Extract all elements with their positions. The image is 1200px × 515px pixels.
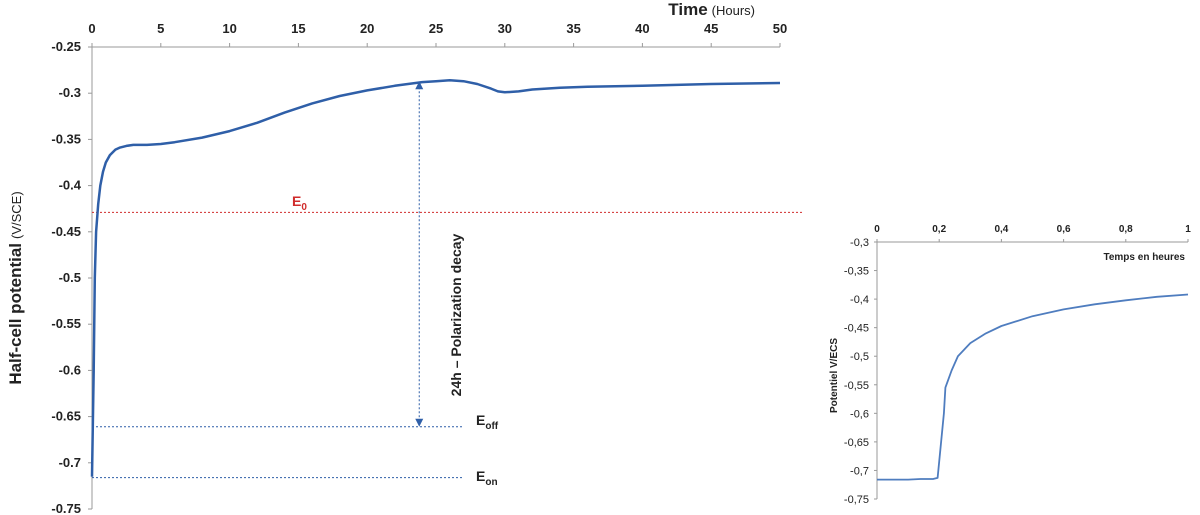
x-tick-label: 30	[498, 21, 512, 36]
inset-y-tick-label: -0,45	[844, 323, 869, 335]
reference-line-label: E0	[292, 193, 307, 213]
reference-label-subscript: 0	[301, 202, 307, 213]
inset-y-tick-label: -0,35	[844, 266, 869, 278]
y-tick-label: -0.25	[51, 39, 81, 54]
y-tick-label: -0.55	[51, 316, 81, 331]
inset-series-line	[877, 293, 1189, 481]
y-tick-label: -0.75	[51, 501, 81, 515]
y-tick-label: -0.45	[51, 224, 81, 239]
x-tick-label: 45	[704, 21, 718, 36]
y-tick-label: -0.35	[51, 131, 81, 146]
y-tick-label: -0.3	[59, 85, 81, 100]
y-tick-label: -0.7	[59, 455, 81, 470]
y-tick-label: -0.6	[59, 362, 81, 377]
x-tick-label: 50	[773, 21, 787, 36]
reference-label-e: E	[476, 468, 485, 484]
reference-line-label: Eon	[476, 468, 498, 488]
y-axis-title-unit: (V/SCE)	[9, 191, 24, 239]
inset-x-tick-label: 0,8	[1119, 224, 1133, 235]
inset-x-axis-title: Temps en heures	[1103, 252, 1185, 263]
x-tick-label: 15	[291, 21, 305, 36]
decay-arrow-head-bottom	[415, 418, 424, 427]
inset-y-tick-label: -0,5	[850, 351, 869, 363]
y-tick-label: -0.65	[51, 409, 81, 424]
inset-x-tick-label: 0,6	[1057, 224, 1071, 235]
x-tick-label: 40	[635, 21, 649, 36]
reference-line-label: Eoff	[476, 412, 499, 432]
potential-series-line	[90, 79, 781, 477]
inset-x-tick-label: 0,2	[932, 224, 946, 235]
inset-y-tick-label: -0,75	[844, 494, 869, 506]
inset-y-tick-label: -0,6	[850, 408, 869, 420]
inset-y-tick-label: -0,65	[844, 437, 869, 449]
y-tick-label: -0.4	[59, 178, 82, 193]
decay-arrow-head-top	[415, 81, 424, 90]
inset-y-tick-label: -0,55	[844, 380, 869, 392]
inset-x-tick-label: 1	[1185, 224, 1191, 235]
x-axis-title: Time (Hours)	[668, 0, 755, 19]
inset-x-tick-label: 0	[874, 224, 880, 235]
inset-potential-chart: 0 0,2 0,4 0,6 0,8 1 -0,3 -0,35 -0,4 -0,45 -0,5 -0,5…	[829, 224, 1191, 506]
x-tick-label: 0	[88, 21, 95, 36]
x-tick-label: 20	[360, 21, 374, 36]
y-axis-title: Half-cell potential (V/SCE)	[6, 191, 25, 384]
inset-y-tick-label: -0,7	[850, 465, 869, 477]
inset-y-tick-label: -0,3	[850, 237, 869, 249]
y-tick-label: -0.5	[59, 270, 81, 285]
y-axis-title-main: Half-cell potential	[6, 243, 25, 385]
x-tick-label: 35	[566, 21, 580, 36]
inset-x-tick-label: 0,4	[994, 224, 1008, 235]
half-cell-potential-chart: 0 5 10 15 20 25 30 35 40 45 50 -0.25 -0.3 -0.35 -0.4 -0…	[6, 0, 802, 515]
inset-y-tick-label: -0,4	[850, 294, 869, 306]
x-tick-label: 10	[222, 21, 236, 36]
decay-annotation-label: 24h – Polarization decay	[448, 233, 464, 396]
reference-label-subscript: on	[485, 477, 497, 488]
reference-label-subscript: off	[485, 421, 498, 432]
reference-label-e: E	[292, 193, 301, 209]
x-axis-title-main: Time	[668, 0, 707, 19]
inset-y-axis-title: Potentiel V/ECS	[829, 338, 840, 413]
reference-label-e: E	[476, 412, 485, 428]
x-tick-label: 5	[157, 21, 164, 36]
x-axis-title-unit: (Hours)	[712, 3, 755, 18]
x-tick-label: 25	[429, 21, 443, 36]
